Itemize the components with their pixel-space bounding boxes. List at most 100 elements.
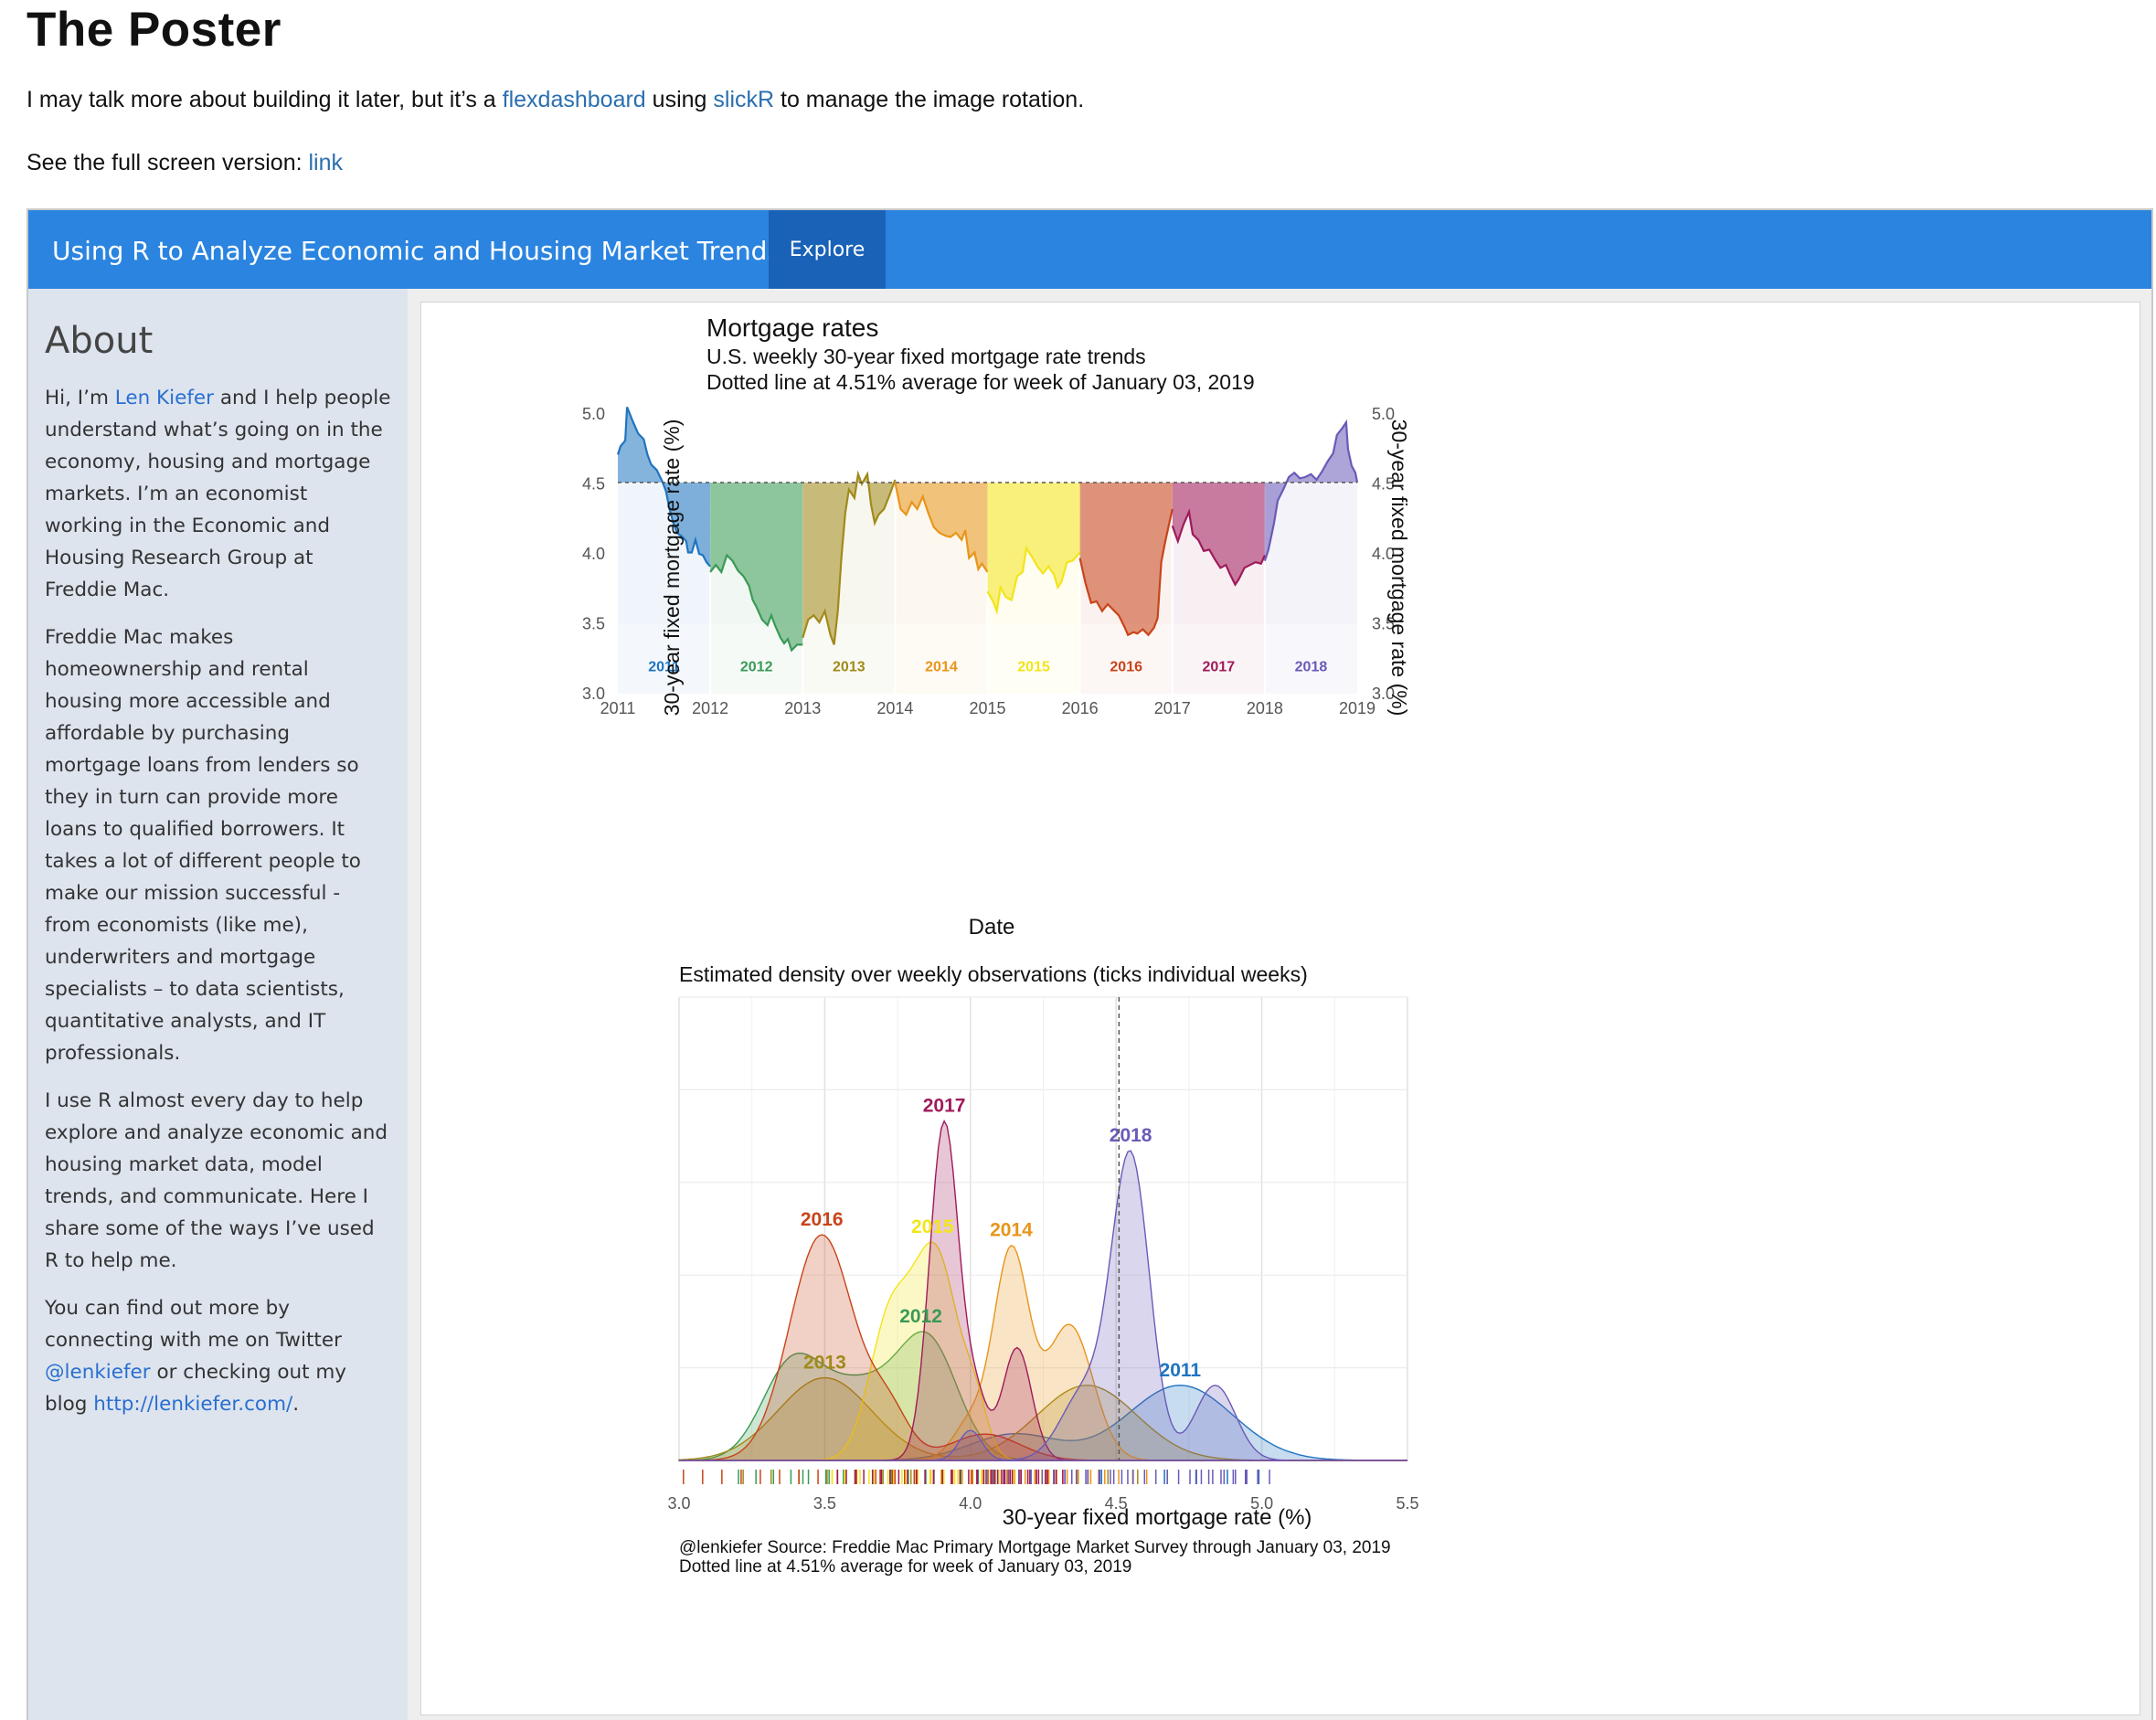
- area-2013: [802, 473, 896, 645]
- area-2018: [1264, 422, 1357, 561]
- density-label-2012: 2012: [899, 1306, 942, 1327]
- ytick-left-5.0: 5.0: [582, 405, 605, 423]
- dashboard-brand[interactable]: Using R to Analyze Economic and Housing …: [52, 236, 781, 266]
- area-2017: [1172, 482, 1265, 585]
- xtick-2019: 2019: [1339, 699, 1375, 717]
- dashboard-navbar: Using R to Analyze Economic and Housing …: [28, 210, 2151, 289]
- chart1-areas: [616, 406, 1359, 653]
- ytick-left-3.5: 3.5: [582, 615, 605, 633]
- nav-tab-explore[interactable]: Explore: [769, 210, 886, 289]
- chart2-areas: [678, 1119, 1407, 1461]
- year-label-2018: 2018: [1295, 659, 1328, 674]
- blog-link[interactable]: http://lenkiefer.com/: [93, 1393, 293, 1416]
- intro-text: I may talk more about building it later,…: [27, 87, 1085, 112]
- xtick-2013: 2013: [784, 699, 821, 717]
- year-band-lower-2017: [1172, 623, 1265, 694]
- ytick-right-4.0: 4.0: [1372, 545, 1395, 563]
- chart2-grid: [678, 996, 1408, 1461]
- density-chart: Estimated density over weekly observatio…: [667, 962, 1419, 1577]
- density-label-2017: 2017: [923, 1096, 966, 1117]
- density-label-2011: 2011: [1160, 1360, 1202, 1381]
- xtick-2015: 2015: [969, 699, 1005, 717]
- year-label-2015: 2015: [1017, 659, 1050, 674]
- year-band-lower-2011: [618, 623, 711, 694]
- xtick-4.5: 4.5: [1105, 1494, 1128, 1513]
- year-label-2011: 2011: [648, 659, 680, 674]
- xtick-2012: 2012: [692, 699, 728, 717]
- xtick-5.0: 5.0: [1250, 1494, 1273, 1513]
- sidebar: About Hi, I’m Len Kiefer and I help peop…: [28, 289, 408, 1720]
- twitter-link[interactable]: @lenkiefer: [45, 1361, 151, 1384]
- about-paragraph-3: I use R almost every day to help explore…: [45, 1089, 388, 1272]
- fullscreen-link[interactable]: link: [308, 150, 344, 175]
- area-2016: [1079, 482, 1173, 635]
- about-paragraph-4: You can find out more by connecting with…: [45, 1297, 347, 1416]
- mortgage-rates-chart: Mortgage rates U.S. weekly 30-year fixed…: [582, 313, 1411, 940]
- ytick-left-3.0: 3.0: [582, 685, 605, 703]
- chart2-caption-1: @lenkiefer Source: Freddie Mac Primary M…: [679, 1538, 1391, 1557]
- line-2012: [709, 553, 803, 653]
- chart2-axes: 3.0 3.5 4.0 4.5 5.0 5.5: [667, 997, 1419, 1513]
- year-band-lower-2015: [987, 623, 1080, 694]
- chart2-xlabel: 30-year fixed mortgage rate (%): [1003, 1505, 1312, 1530]
- chart1-year-labels: 2011 2012 2013 2014 2015 2016 2017 2018: [648, 659, 1327, 674]
- year-band-lower-2013: [802, 623, 896, 694]
- chart1-ylabel-right: 30-year fixed mortgage rate (%): [1387, 419, 1411, 717]
- chart1-ylabel-left: 30-year fixed mortgage rate (%): [660, 419, 684, 717]
- chart2-title: Estimated density over weekly observatio…: [679, 962, 1308, 986]
- flexdashboard-link[interactable]: flexdashboard: [502, 87, 646, 112]
- about-paragraph-2: Freddie Mac makes homeownership and rent…: [45, 626, 361, 1065]
- xtick-3.5: 3.5: [813, 1494, 836, 1513]
- area-2012: [710, 482, 803, 651]
- density-label-2016: 2016: [801, 1209, 844, 1230]
- about-paragraph-1: Hi, I’m Len Kiefer and I help people und…: [45, 387, 391, 601]
- poster-panel: Mortgage rates U.S. weekly 30-year fixed…: [420, 302, 2140, 1715]
- line-2011: [616, 406, 711, 568]
- chart1-subtitle-2: Dotted line at 4.51% average for week of…: [706, 370, 1255, 394]
- year-label-2014: 2014: [925, 659, 958, 674]
- fullscreen-text: See the full screen version: link: [27, 150, 344, 175]
- xtick-2016: 2016: [1062, 699, 1099, 717]
- line-2018: [1263, 419, 1359, 561]
- year-band-lower-2016: [1079, 623, 1173, 694]
- about-heading: About: [45, 320, 154, 362]
- chart2-rug: [683, 1470, 1270, 1484]
- year-label-2017: 2017: [1203, 659, 1236, 674]
- line-2015: [986, 545, 1081, 616]
- ytick-right-3.0: 3.0: [1372, 685, 1395, 703]
- slickr-link[interactable]: slickR: [713, 87, 775, 112]
- line-2013: [802, 470, 897, 645]
- ytick-left-4.0: 4.0: [582, 545, 605, 563]
- line-2014: [894, 482, 989, 573]
- chart1-axes: 3.0 3.0 3.5 3.5 4.0 4.0 4.5 4.5 5.0 5.0 2011 2012 20…: [582, 405, 1395, 717]
- year-band-2018: [1264, 483, 1357, 694]
- ytick-right-3.5: 3.5: [1372, 615, 1395, 633]
- line-2016: [1078, 508, 1174, 637]
- density-label-2014: 2014: [990, 1220, 1033, 1241]
- xtick-2018: 2018: [1247, 699, 1283, 717]
- year-band-lower-2018: [1264, 623, 1357, 694]
- ytick-right-5.0: 5.0: [1372, 405, 1395, 423]
- density-label-2018: 2018: [1110, 1125, 1152, 1146]
- chart2-series-labels: 2011 2012 2013 2014 2015 2016 2017 2018: [801, 1096, 1202, 1381]
- xtick-3.0: 3.0: [667, 1494, 690, 1513]
- chart1-title: Mortgage rates: [706, 313, 878, 342]
- xtick-2014: 2014: [876, 699, 913, 717]
- ytick-right-4.5: 4.5: [1372, 475, 1395, 494]
- year-band-lower-2014: [895, 623, 988, 694]
- line-2017: [1171, 508, 1266, 587]
- xtick-2011: 2011: [600, 699, 636, 717]
- chart1-subtitle-1: U.S. weekly 30-year fixed mortgage rate …: [706, 345, 1146, 368]
- dashboard-embed: Using R to Analyze Economic and Housing …: [27, 208, 2153, 1720]
- year-label-2012: 2012: [740, 659, 773, 674]
- year-label-2016: 2016: [1110, 659, 1142, 674]
- ytick-left-4.5: 4.5: [582, 475, 605, 494]
- xtick-4.0: 4.0: [959, 1494, 982, 1513]
- len-kiefer-link[interactable]: Len Kiefer: [114, 387, 214, 409]
- area-2011: [618, 407, 711, 567]
- density-label-2015: 2015: [911, 1216, 954, 1237]
- density-label-2013: 2013: [803, 1353, 846, 1374]
- chart2-caption-2: Dotted line at 4.51% average for week of…: [679, 1557, 1131, 1577]
- density-2018: [679, 1150, 1407, 1461]
- page-title: The Poster: [27, 3, 281, 57]
